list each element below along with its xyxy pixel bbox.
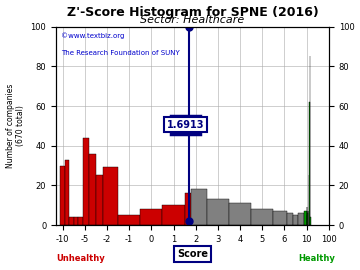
Bar [162, 205, 185, 225]
Bar [103, 167, 118, 225]
Bar [298, 213, 304, 225]
Bar [74, 217, 78, 225]
Text: 1.6913: 1.6913 [167, 120, 204, 130]
X-axis label: Score: Score [177, 249, 208, 259]
Bar [82, 138, 89, 225]
Bar [273, 211, 287, 225]
Bar [89, 154, 96, 225]
Bar [207, 199, 229, 225]
Bar [229, 203, 251, 225]
Text: The Research Foundation of SUNY: The Research Foundation of SUNY [62, 50, 180, 56]
Bar [185, 193, 192, 225]
Y-axis label: Number of companies
(670 total): Number of companies (670 total) [5, 84, 25, 168]
Bar [96, 176, 103, 225]
Text: ©www.textbiz.org: ©www.textbiz.org [62, 33, 125, 39]
Bar [65, 160, 69, 225]
Bar [140, 209, 162, 225]
Text: Unhealthy: Unhealthy [56, 254, 105, 263]
Bar [118, 215, 140, 225]
Bar [287, 213, 293, 225]
Bar [192, 189, 207, 225]
Text: Healthy: Healthy [298, 254, 335, 263]
Bar [293, 215, 298, 225]
Bar [78, 217, 82, 225]
Bar [69, 217, 74, 225]
Bar [304, 211, 307, 225]
Bar [60, 166, 65, 225]
Bar [309, 102, 310, 225]
Title: Z'-Score Histogram for SPNE (2016): Z'-Score Histogram for SPNE (2016) [67, 6, 318, 19]
Text: Sector: Healthcare: Sector: Healthcare [140, 15, 244, 25]
Bar [310, 217, 311, 225]
Bar [251, 209, 273, 225]
